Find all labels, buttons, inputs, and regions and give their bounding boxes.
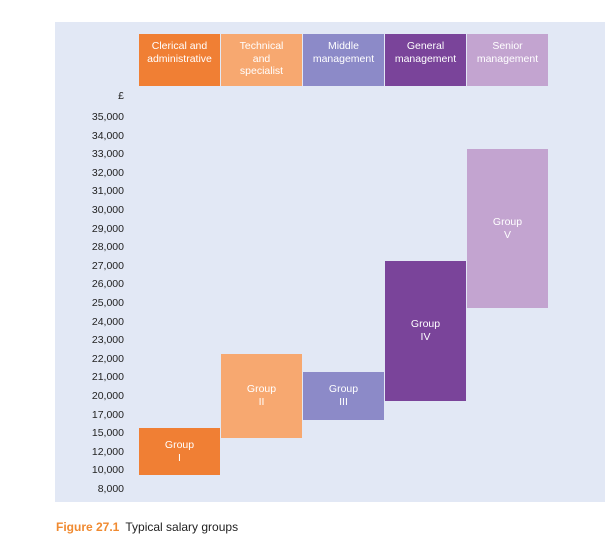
salary-range-bar: Group II — [221, 353, 302, 439]
y-tick-label: 27,000 — [91, 259, 124, 272]
y-tick-label: 32,000 — [91, 166, 124, 179]
y-tick-label: 30,000 — [91, 204, 124, 216]
group-label: Group IV — [410, 318, 441, 343]
column-header: Clerical and administrative — [139, 34, 220, 86]
salary-range-bar: Group IV — [385, 260, 466, 401]
column-header: Technical and specialist — [221, 34, 302, 86]
figure-title: Typical salary groups — [125, 520, 239, 534]
group-label: Group V — [492, 216, 523, 241]
y-tick-label: 21,000 — [91, 371, 124, 384]
y-tick-label: 8,000 — [97, 483, 124, 495]
y-tick-label: 34,000 — [91, 129, 124, 142]
y-tick-label: 23,000 — [91, 334, 124, 347]
salary-range-bar: Group V — [467, 149, 548, 308]
y-tick-label: 22,000 — [91, 352, 124, 365]
y-tick-label: 28,000 — [91, 241, 124, 254]
column-header: Middle management — [303, 34, 384, 86]
y-tick-label: 35,000 — [91, 111, 124, 123]
column-header: General management — [385, 34, 466, 86]
y-tick-label: 33,000 — [91, 148, 124, 161]
y-tick-label: 20,000 — [91, 390, 124, 402]
y-tick-label: 24,000 — [91, 315, 124, 328]
salary-range-bar: Group I — [139, 428, 220, 476]
y-axis-unit: £ — [118, 90, 124, 102]
group-label: Group III — [328, 383, 359, 408]
salary-range-bar: Group III — [303, 372, 384, 420]
figure-number: Figure 27.1 — [56, 520, 120, 534]
figure-caption: Figure 27.1 Typical salary groups — [56, 520, 238, 534]
y-tick-label: 31,000 — [91, 185, 124, 198]
group-label: Group II — [246, 383, 277, 408]
y-tick-label: 26,000 — [91, 278, 124, 291]
group-label: Group I — [164, 439, 195, 464]
y-tick-label: 25,000 — [91, 297, 124, 309]
y-tick-label: 12,000 — [91, 445, 124, 458]
y-tick-label: 17,000 — [91, 408, 124, 421]
y-tick-label: 10,000 — [91, 464, 124, 477]
column-header: Senior management — [467, 34, 548, 86]
y-tick-label: 29,000 — [91, 222, 124, 235]
y-tick-label: 15,000 — [91, 427, 124, 440]
